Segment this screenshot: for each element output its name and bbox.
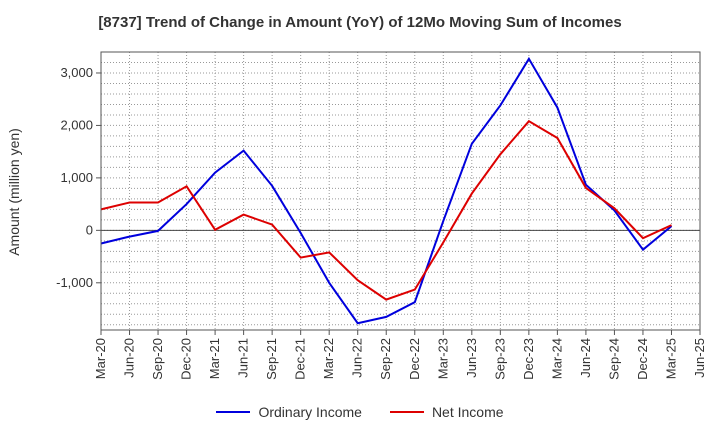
y-axis-label: Amount (million yen) — [6, 128, 22, 256]
series-line-ordinary-income — [100, 56, 673, 325]
x-tick-label: Jun-22 — [350, 338, 365, 378]
y-tick-label: 1,000 — [60, 170, 93, 185]
plot-background — [101, 52, 700, 330]
x-tick-label: Mar-25 — [663, 338, 678, 379]
chart-title: [8737] Trend of Change in Amount (YoY) o… — [98, 14, 622, 31]
y-tick-label: -1,000 — [56, 275, 93, 290]
x-tick-label: Jun-23 — [464, 338, 479, 378]
x-tick-label: Sep-21 — [264, 338, 279, 380]
x-tick-label: Dec-22 — [407, 338, 422, 380]
y-tick-label: 2,000 — [60, 117, 93, 132]
x-tick-label: Dec-24 — [635, 338, 650, 380]
x-tick-label: Dec-21 — [293, 338, 308, 380]
x-tick-label: Mar-20 — [93, 338, 108, 379]
x-tick-label: Jun-21 — [236, 338, 251, 378]
series-lines — [100, 56, 673, 325]
legend-label-ordinary-income: Ordinary Income — [258, 404, 362, 420]
x-tick-label: Dec-23 — [521, 338, 536, 380]
x-tick-label: Sep-22 — [378, 338, 393, 380]
y-tick-label: 3,000 — [60, 65, 93, 80]
x-tick-label: Mar-22 — [321, 338, 336, 379]
x-tick-label: Sep-23 — [492, 338, 507, 380]
legend-swatch-net-income — [389, 411, 424, 413]
series-line-net-income — [100, 119, 672, 301]
x-tick-label: Jun-24 — [578, 338, 593, 378]
y-tick-labels: -1,000 0 1,000 2,000 3,000 — [56, 65, 101, 290]
plot-area — [101, 52, 700, 330]
x-tick-labels: Mar-20 Jun-20 Sep-20 Dec-20 Mar-21 Jun-21 Sep-… — [93, 330, 707, 380]
x-tick-label: Dec-20 — [179, 338, 194, 380]
x-tick-label: Mar-21 — [207, 338, 222, 379]
legend: Ordinary Income Net Income — [0, 404, 720, 420]
x-tick-label: Mar-23 — [435, 338, 450, 379]
plot-frame — [100, 51, 701, 331]
legend-swatch-ordinary-income — [216, 411, 251, 413]
x-tick-label: Sep-24 — [606, 338, 621, 380]
legend-label-net-income: Net Income — [431, 404, 504, 420]
plot-border — [100, 51, 701, 331]
x-tick-label: Sep-20 — [150, 338, 165, 380]
x-tick-label: Jun-25 — [692, 338, 707, 378]
x-tick-label: Jun-20 — [122, 338, 137, 378]
legend-item-ordinary-income: Ordinary Income — [216, 404, 362, 420]
x-tick-label: Mar-24 — [549, 338, 564, 379]
legend-item-net-income: Net Income — [389, 404, 504, 420]
y-tick-label: 0 — [86, 222, 93, 237]
